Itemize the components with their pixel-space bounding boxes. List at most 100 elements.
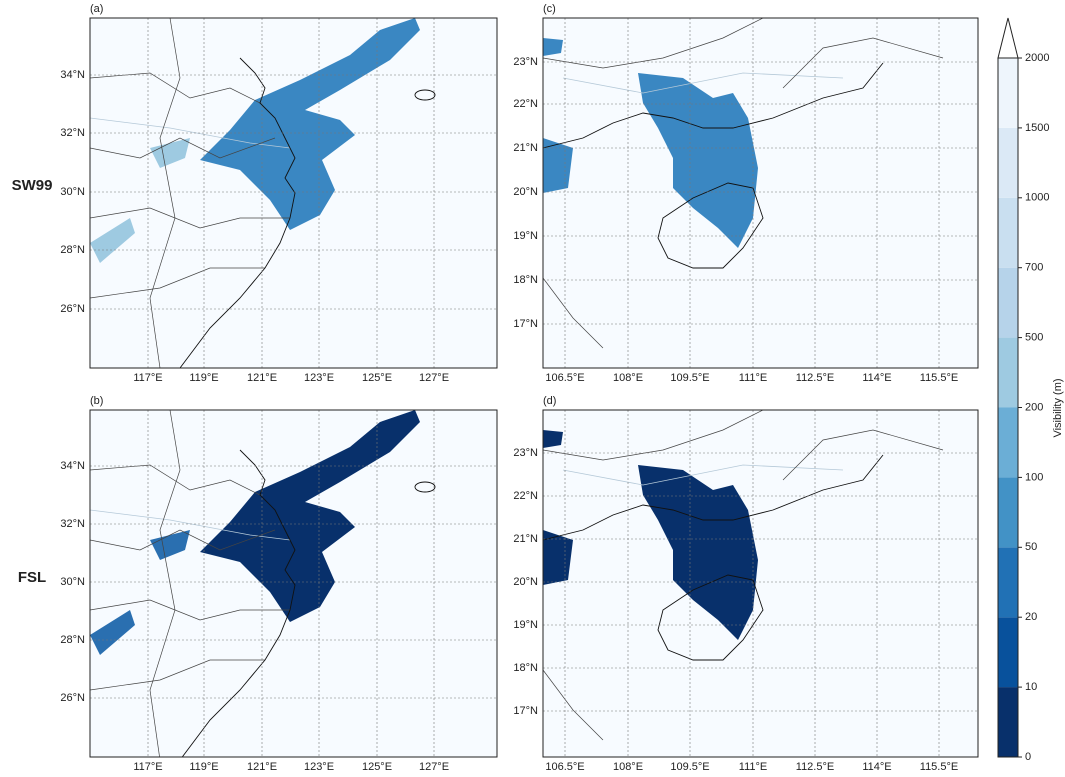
lon-tick-label: 121°E: [247, 761, 277, 773]
map-panel: [90, 18, 497, 368]
lat-tick-label: 18°N: [513, 274, 538, 286]
lat-tick-label: 17°N: [513, 705, 538, 717]
row-label: FSL: [18, 569, 46, 586]
fog-area: [543, 138, 573, 193]
map-panel: [543, 18, 978, 368]
lon-tick-label: 112.5°E: [796, 761, 834, 773]
panel-frame: [89, 17, 498, 369]
fog-area: [150, 138, 190, 168]
panel-frame: [542, 409, 979, 758]
lon-tick-label: 123°E: [304, 372, 334, 384]
lat-tick-label: 22°N: [513, 490, 538, 502]
river: [90, 509, 291, 541]
row-label: SW99: [12, 177, 53, 194]
map-background: [543, 18, 978, 368]
border: [90, 659, 265, 691]
colorbar-segment: [998, 547, 1018, 618]
colorbar-segment: [998, 58, 1018, 128]
coastline: [181, 449, 296, 757]
lat-tick-label: 30°N: [60, 576, 85, 588]
lat-tick-label: 20°N: [513, 576, 538, 588]
lat-tick-label: 19°N: [513, 230, 538, 242]
lat-tick-label: 22°N: [513, 98, 538, 110]
river: [562, 464, 844, 486]
panel-label: (b): [90, 395, 103, 407]
border: [782, 37, 944, 89]
river: [562, 72, 844, 94]
island: [414, 481, 436, 493]
fog-area: [90, 218, 135, 263]
colorbar-tick-label: 10: [1025, 681, 1037, 693]
coastline: [543, 62, 884, 149]
colorbar-tick-label: 100: [1025, 471, 1043, 483]
panel-frame: [89, 409, 498, 758]
colorbar-segment: [998, 617, 1018, 688]
lat-tick-label: 34°N: [60, 460, 85, 472]
lat-tick-label: 18°N: [513, 662, 538, 674]
lon-tick-label: 127°E: [419, 372, 449, 384]
lat-tick-label: 30°N: [60, 186, 85, 198]
lon-tick-label: 121°E: [247, 372, 277, 384]
colorbar-segment: [998, 337, 1018, 408]
border: [90, 267, 265, 299]
colorbar-label: Visibility (m): [1052, 378, 1064, 437]
lon-tick-label: 119°E: [189, 761, 218, 773]
island: [657, 182, 764, 269]
river: [90, 117, 291, 149]
lon-tick-label: 111°E: [739, 761, 767, 773]
border: [90, 529, 276, 551]
lon-tick-label: 117°E: [133, 761, 162, 773]
colorbar-extend: [997, 17, 1019, 59]
lat-tick-label: 28°N: [60, 634, 85, 646]
border: [543, 410, 764, 461]
lon-tick-label: 114°E: [862, 372, 891, 384]
lat-tick-label: 26°N: [60, 303, 85, 315]
border: [543, 18, 764, 69]
lat-tick-label: 28°N: [60, 244, 85, 256]
lat-tick-label: 21°N: [513, 142, 538, 154]
lon-tick-label: 106.5°E: [545, 761, 584, 773]
map-panel: [90, 410, 497, 757]
lon-tick-label: 114°E: [862, 761, 891, 773]
colorbar-tick-label: 1500: [1025, 122, 1049, 134]
panel-label: (d): [543, 395, 556, 407]
lat-tick-label: 34°N: [60, 69, 85, 81]
lat-tick-label: 23°N: [513, 56, 538, 68]
panel-label: (a): [90, 3, 103, 15]
lon-tick-label: 111°E: [739, 372, 767, 384]
border: [90, 464, 261, 496]
lon-tick-label: 117°E: [133, 372, 162, 384]
lat-tick-label: 32°N: [60, 518, 85, 530]
lon-tick-label: 106.5°E: [545, 372, 584, 384]
border: [90, 72, 261, 104]
lon-tick-label: 119°E: [189, 372, 218, 384]
fog-area: [200, 410, 420, 622]
border: [149, 410, 181, 757]
fog-area: [543, 38, 563, 56]
coastline: [179, 57, 296, 368]
border: [90, 137, 276, 159]
fog-area: [200, 18, 420, 230]
border: [543, 669, 604, 741]
colorbar-segment: [998, 197, 1018, 268]
colorbar-segment: [998, 267, 1018, 338]
colorbar-segment: [998, 127, 1018, 198]
colorbar-tick-label: 20: [1025, 611, 1037, 623]
colorbar-segment: [998, 477, 1018, 548]
island: [657, 574, 764, 661]
lon-tick-label: 115.5°E: [920, 761, 958, 773]
colorbar-tick-label: 0: [1025, 751, 1031, 763]
border: [543, 277, 604, 349]
colorbar-tick-label: 2000: [1025, 52, 1049, 64]
colorbar-segment: [998, 687, 1018, 757]
lon-tick-label: 125°E: [362, 372, 392, 384]
colorbar-tick-label: 500: [1025, 332, 1043, 344]
fog-area: [543, 530, 573, 585]
panel-label: (c): [543, 3, 556, 15]
lat-tick-label: 32°N: [60, 127, 85, 139]
border: [90, 207, 290, 229]
lon-tick-label: 115.5°E: [920, 372, 958, 384]
lat-tick-label: 23°N: [513, 447, 538, 459]
lat-tick-label: 21°N: [513, 533, 538, 545]
